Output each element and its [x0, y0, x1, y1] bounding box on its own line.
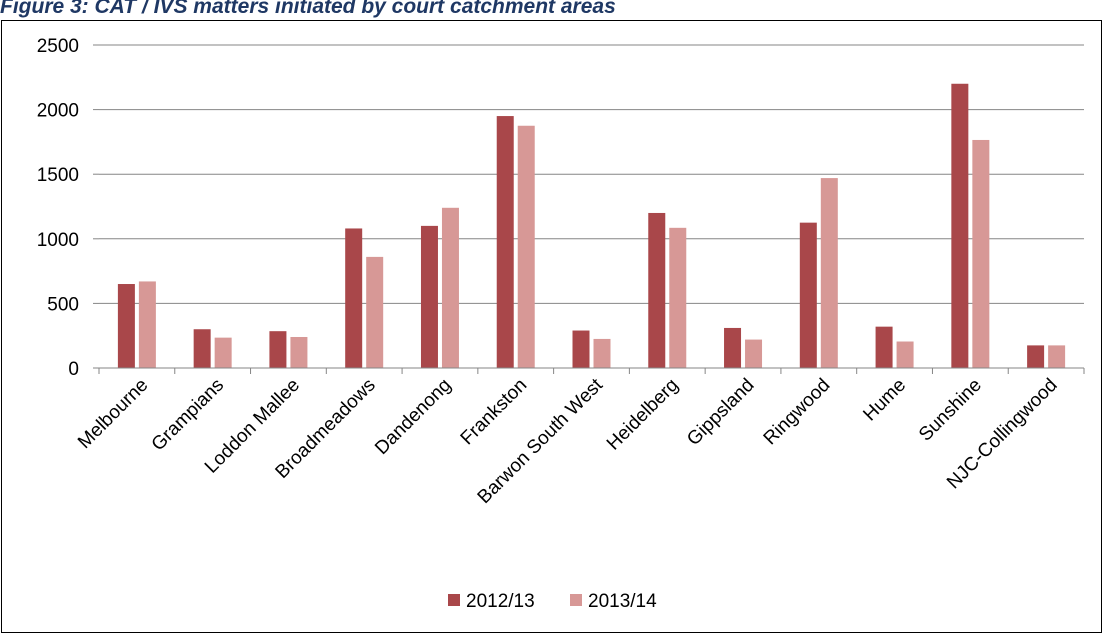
bar	[138, 281, 156, 368]
y-tick-label: 2000	[37, 101, 79, 122]
x-tick-label: Gippsland	[683, 375, 758, 450]
y-tick-label: 1000	[37, 230, 79, 251]
bar	[441, 207, 459, 368]
bar	[572, 330, 590, 368]
legend-label: 2013/14	[588, 591, 657, 612]
bar	[193, 329, 211, 368]
legend-swatch	[448, 594, 460, 606]
figure-caption: Figure 3: CAT / IVS matters initiated by…	[0, 0, 616, 18]
bar	[724, 327, 742, 368]
bar	[799, 222, 817, 368]
bar	[896, 341, 914, 368]
bar	[1048, 345, 1066, 368]
x-tick-label: Dandenong	[371, 375, 455, 459]
x-tick-label: Sunshine	[915, 375, 986, 446]
x-tick-label: Hume	[859, 375, 910, 426]
bar	[345, 228, 363, 368]
bar	[875, 326, 893, 368]
x-axis	[93, 44, 1085, 374]
legend-swatch	[570, 594, 582, 606]
x-tick-label: Ringwood	[760, 375, 835, 450]
chart-frame	[1, 20, 1102, 633]
bar	[517, 125, 535, 368]
x-tick-label: Frankston	[457, 375, 532, 450]
bar	[593, 338, 611, 368]
gridlines	[99, 44, 1084, 304]
bar	[496, 116, 514, 368]
y-tick-label: 500	[47, 294, 79, 315]
y-axis-ticks: 0 500 1000 1500 2000 2500	[37, 36, 79, 380]
bar	[745, 339, 763, 368]
y-tick-label: 0	[68, 359, 79, 380]
bar	[269, 331, 287, 368]
bar	[820, 178, 838, 368]
y-tick-label: 1500	[37, 165, 79, 186]
bar	[669, 227, 687, 368]
bar	[420, 225, 438, 368]
x-tick-label: Barwon South West	[474, 374, 608, 508]
x-tick-label: Melbourne	[74, 375, 152, 453]
bar	[366, 256, 384, 368]
x-tick-label: Heidelberg	[603, 375, 683, 455]
legend: 2012/13 2013/14	[448, 591, 657, 612]
bar	[214, 337, 232, 368]
bar	[1027, 345, 1045, 368]
bar	[648, 212, 666, 368]
bar	[972, 139, 990, 368]
bars	[117, 83, 1066, 368]
bar	[290, 336, 308, 368]
legend-label: 2012/13	[466, 591, 535, 612]
bar	[117, 284, 135, 368]
y-tick-label: 2500	[37, 36, 79, 57]
x-tick-label: Grampians	[148, 375, 229, 456]
bar	[951, 83, 969, 368]
